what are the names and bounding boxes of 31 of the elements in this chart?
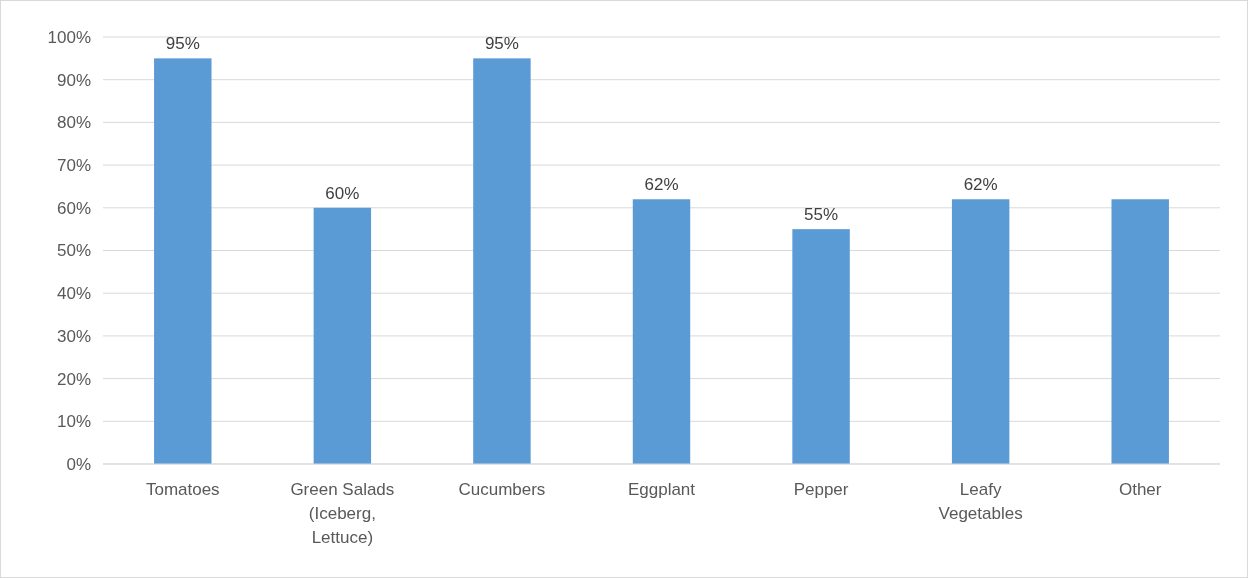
y-tick-label: 10% [56,412,91,432]
bar [313,207,372,464]
y-tick-label: 50% [56,241,91,261]
y-tick-label: 20% [56,369,91,389]
bar [1111,199,1169,464]
y-tick-label: 80% [56,113,91,133]
data-label: 62% [963,175,998,195]
x-tick-label: Pepper [793,480,849,499]
y-tick-label: 70% [56,156,91,176]
data-label: 60% [325,183,360,203]
x-tick-label: Other [1118,480,1162,499]
x-tick-label: Green Salads (Iceberg, Lettuce) [290,480,395,547]
y-tick-label: 40% [56,284,91,304]
y-tick-label: 30% [56,326,91,346]
bar [632,199,691,464]
data-label: 95% [165,34,200,54]
x-tick-label: Tomatoes [145,480,220,499]
data-label: 55% [804,205,839,225]
data-label: 95% [484,34,519,54]
x-tick-label: Eggplant [627,480,696,499]
x-tick-label: Leafy Vegetables [938,480,1023,523]
bar [792,229,850,464]
x-tick-label: Cucumbers [458,480,546,499]
y-tick-label: 90% [56,70,91,90]
data-label: 62% [644,175,679,195]
y-tick-label: 0% [66,454,91,474]
y-tick-label: 60% [56,198,91,218]
bar [473,58,531,464]
y-tick-label: 100% [47,27,91,47]
bar [951,199,1010,464]
bar [154,58,212,464]
